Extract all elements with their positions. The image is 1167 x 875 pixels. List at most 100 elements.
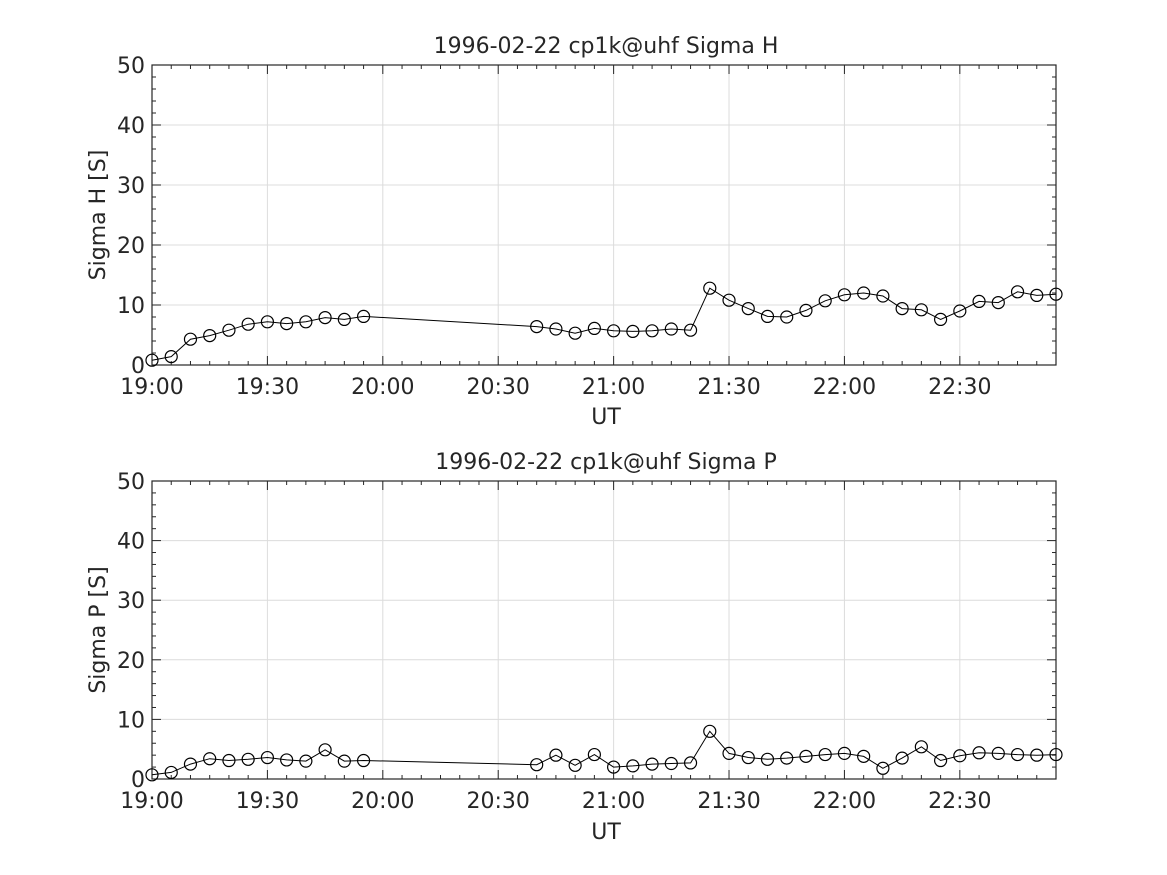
data-point (530, 758, 544, 772)
x-tick-label: 20:30 (467, 375, 530, 400)
data-point (568, 758, 582, 772)
data-point (876, 289, 890, 303)
data-point (991, 746, 1005, 760)
x-tick-label: 19:30 (236, 375, 299, 400)
data-point (760, 309, 775, 323)
x-axis-label: UT (591, 405, 621, 430)
sigma-p-panel: 1996-02-22 cp1k@uhf Sigma P UT Sigma P [… (86, 450, 1063, 845)
data-point (818, 747, 832, 762)
data-point (1010, 747, 1025, 762)
data-point (241, 317, 255, 331)
data-point (741, 750, 755, 765)
data-point (222, 323, 236, 337)
data-point (183, 332, 198, 346)
data-point (837, 746, 852, 760)
x-tick-label: 22:30 (928, 789, 991, 814)
data-point (780, 751, 794, 765)
chart-title: 1996-02-22 cp1k@uhf Sigma P (435, 450, 776, 475)
data-point (260, 315, 275, 329)
x-tick-label: 21:00 (582, 789, 645, 814)
data-point (145, 353, 159, 367)
x-tick-label: 21:00 (582, 375, 645, 400)
series-line (151, 730, 1057, 776)
x-tick-label: 19:00 (120, 375, 183, 400)
data-point (280, 753, 294, 767)
data-point (626, 759, 640, 773)
data-point (183, 757, 198, 771)
data-point (799, 303, 813, 317)
data-point (703, 724, 717, 738)
data-point (587, 321, 601, 335)
data-point (607, 760, 621, 774)
y-tick-label: 40 (117, 114, 145, 139)
data-point (645, 324, 659, 338)
x-tick-label: 22:00 (813, 789, 876, 814)
data-point (741, 302, 755, 316)
data-point (876, 761, 890, 775)
data-point (722, 293, 736, 307)
y-tick-label: 50 (117, 54, 145, 79)
data-point (337, 312, 351, 326)
data-point (568, 326, 582, 340)
data-point (991, 296, 1005, 310)
data-point (703, 281, 717, 295)
x-tick-label: 19:00 (120, 789, 183, 814)
data-point (626, 324, 640, 338)
y-tick-label: 10 (117, 708, 145, 733)
data-point (356, 753, 371, 768)
y-tick-label: 20 (117, 649, 145, 674)
data-point (587, 747, 601, 762)
data-point (280, 317, 294, 331)
y-tick-label: 0 (131, 768, 145, 793)
data-point (1049, 747, 1063, 762)
data-point (549, 748, 563, 762)
data-point (337, 754, 351, 768)
data-point (895, 751, 909, 765)
y-tick-label: 50 (117, 470, 145, 495)
y-tick-label: 0 (131, 354, 145, 379)
x-tick-label: 20:00 (351, 789, 414, 814)
data-point (799, 749, 813, 763)
x-axis-label: UT (591, 820, 621, 845)
data-point (164, 765, 178, 780)
axes-frame (151, 480, 1057, 780)
data-point (683, 323, 698, 337)
data-point (664, 322, 678, 336)
data-point (299, 754, 313, 768)
data-point (818, 294, 832, 308)
data-point (299, 315, 313, 329)
data-point (645, 757, 659, 771)
y-tick-label: 30 (117, 174, 145, 199)
sigma-h-panel: 1996-02-22 cp1k@uhf Sigma H UT Sigma H [… (86, 34, 1063, 430)
data-point (241, 752, 255, 766)
data-point (895, 302, 909, 316)
data-point (1030, 748, 1044, 762)
chart-title: 1996-02-22 cp1k@uhf Sigma H (434, 34, 779, 59)
data-point (1049, 287, 1063, 301)
data-point (857, 286, 871, 300)
x-tick-label: 22:30 (928, 375, 991, 400)
data-point (972, 294, 986, 308)
data-point (664, 756, 678, 771)
y-tick-label: 30 (117, 589, 145, 614)
data-point (549, 322, 563, 336)
data-point (722, 746, 736, 760)
y-tick-label: 40 (117, 530, 145, 555)
data-point (530, 320, 544, 334)
data-point (222, 753, 236, 768)
data-point (953, 749, 967, 763)
data-point (780, 310, 794, 324)
data-point (914, 303, 928, 317)
data-point (145, 768, 159, 782)
grid-layer (151, 64, 1056, 366)
data-point (953, 304, 967, 318)
series-line (151, 287, 1057, 361)
data-point (972, 746, 986, 760)
data-point (318, 743, 332, 757)
data-point (683, 756, 698, 770)
data-point (318, 311, 332, 325)
y-tick-label: 10 (117, 294, 145, 319)
y-axis-label: Sigma H [S] (86, 150, 111, 281)
data-point (933, 753, 948, 768)
